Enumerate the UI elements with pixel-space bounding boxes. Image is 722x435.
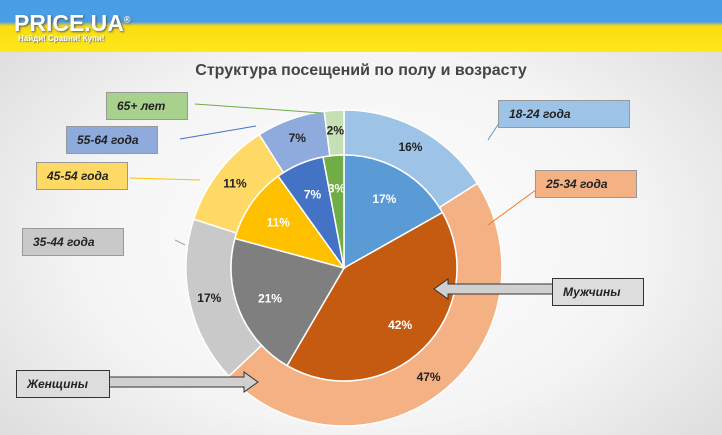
logo[interactable]: PRICE.UA® (14, 10, 131, 37)
data-label: 2% (327, 123, 345, 137)
data-label: 11% (223, 176, 247, 190)
chart-title: Структура посещений по полу и возрасту (195, 62, 527, 79)
category-label: 25-34 года (535, 170, 637, 198)
data-label: 42% (388, 318, 412, 332)
category-label: 35-44 года (22, 228, 124, 256)
data-label: 17% (197, 291, 221, 305)
data-label: 47% (417, 370, 441, 384)
category-label: 65+ лет (106, 92, 188, 120)
leader-line (194, 103, 323, 114)
data-label: 7% (304, 187, 322, 201)
leader-line (487, 186, 541, 226)
slice-inner-5 (322, 154, 345, 269)
data-label: 3% (328, 181, 346, 195)
logo-text: PRICE.UA (14, 10, 124, 36)
header-banner: PRICE.UA® Найди! Сравни! Купи! (0, 0, 722, 52)
slice-inner-2 (230, 237, 346, 367)
slice-inner-1 (285, 211, 458, 382)
slogan: Найди! Сравни! Купи! (18, 34, 105, 43)
data-label: 11% (267, 215, 291, 229)
category-label: 45-54 года (36, 162, 128, 190)
leader-line (129, 177, 201, 181)
slice-inner-3 (234, 175, 346, 270)
slice-inner-0 (343, 154, 444, 270)
category-label: 18-24 года (498, 100, 630, 128)
data-label: 21% (258, 291, 282, 305)
data-label: 16% (398, 140, 422, 154)
men-arrow (433, 278, 555, 300)
leader-line (174, 239, 186, 246)
leader-line (179, 125, 257, 140)
category-label: 55-64 года (66, 126, 158, 154)
registered-mark: ® (123, 14, 131, 25)
legend-men: Мужчины (552, 278, 644, 306)
legend-women: Женщины (16, 370, 110, 398)
women-arrow (107, 371, 259, 393)
data-label: 7% (289, 131, 307, 145)
data-label: 17% (372, 192, 396, 206)
